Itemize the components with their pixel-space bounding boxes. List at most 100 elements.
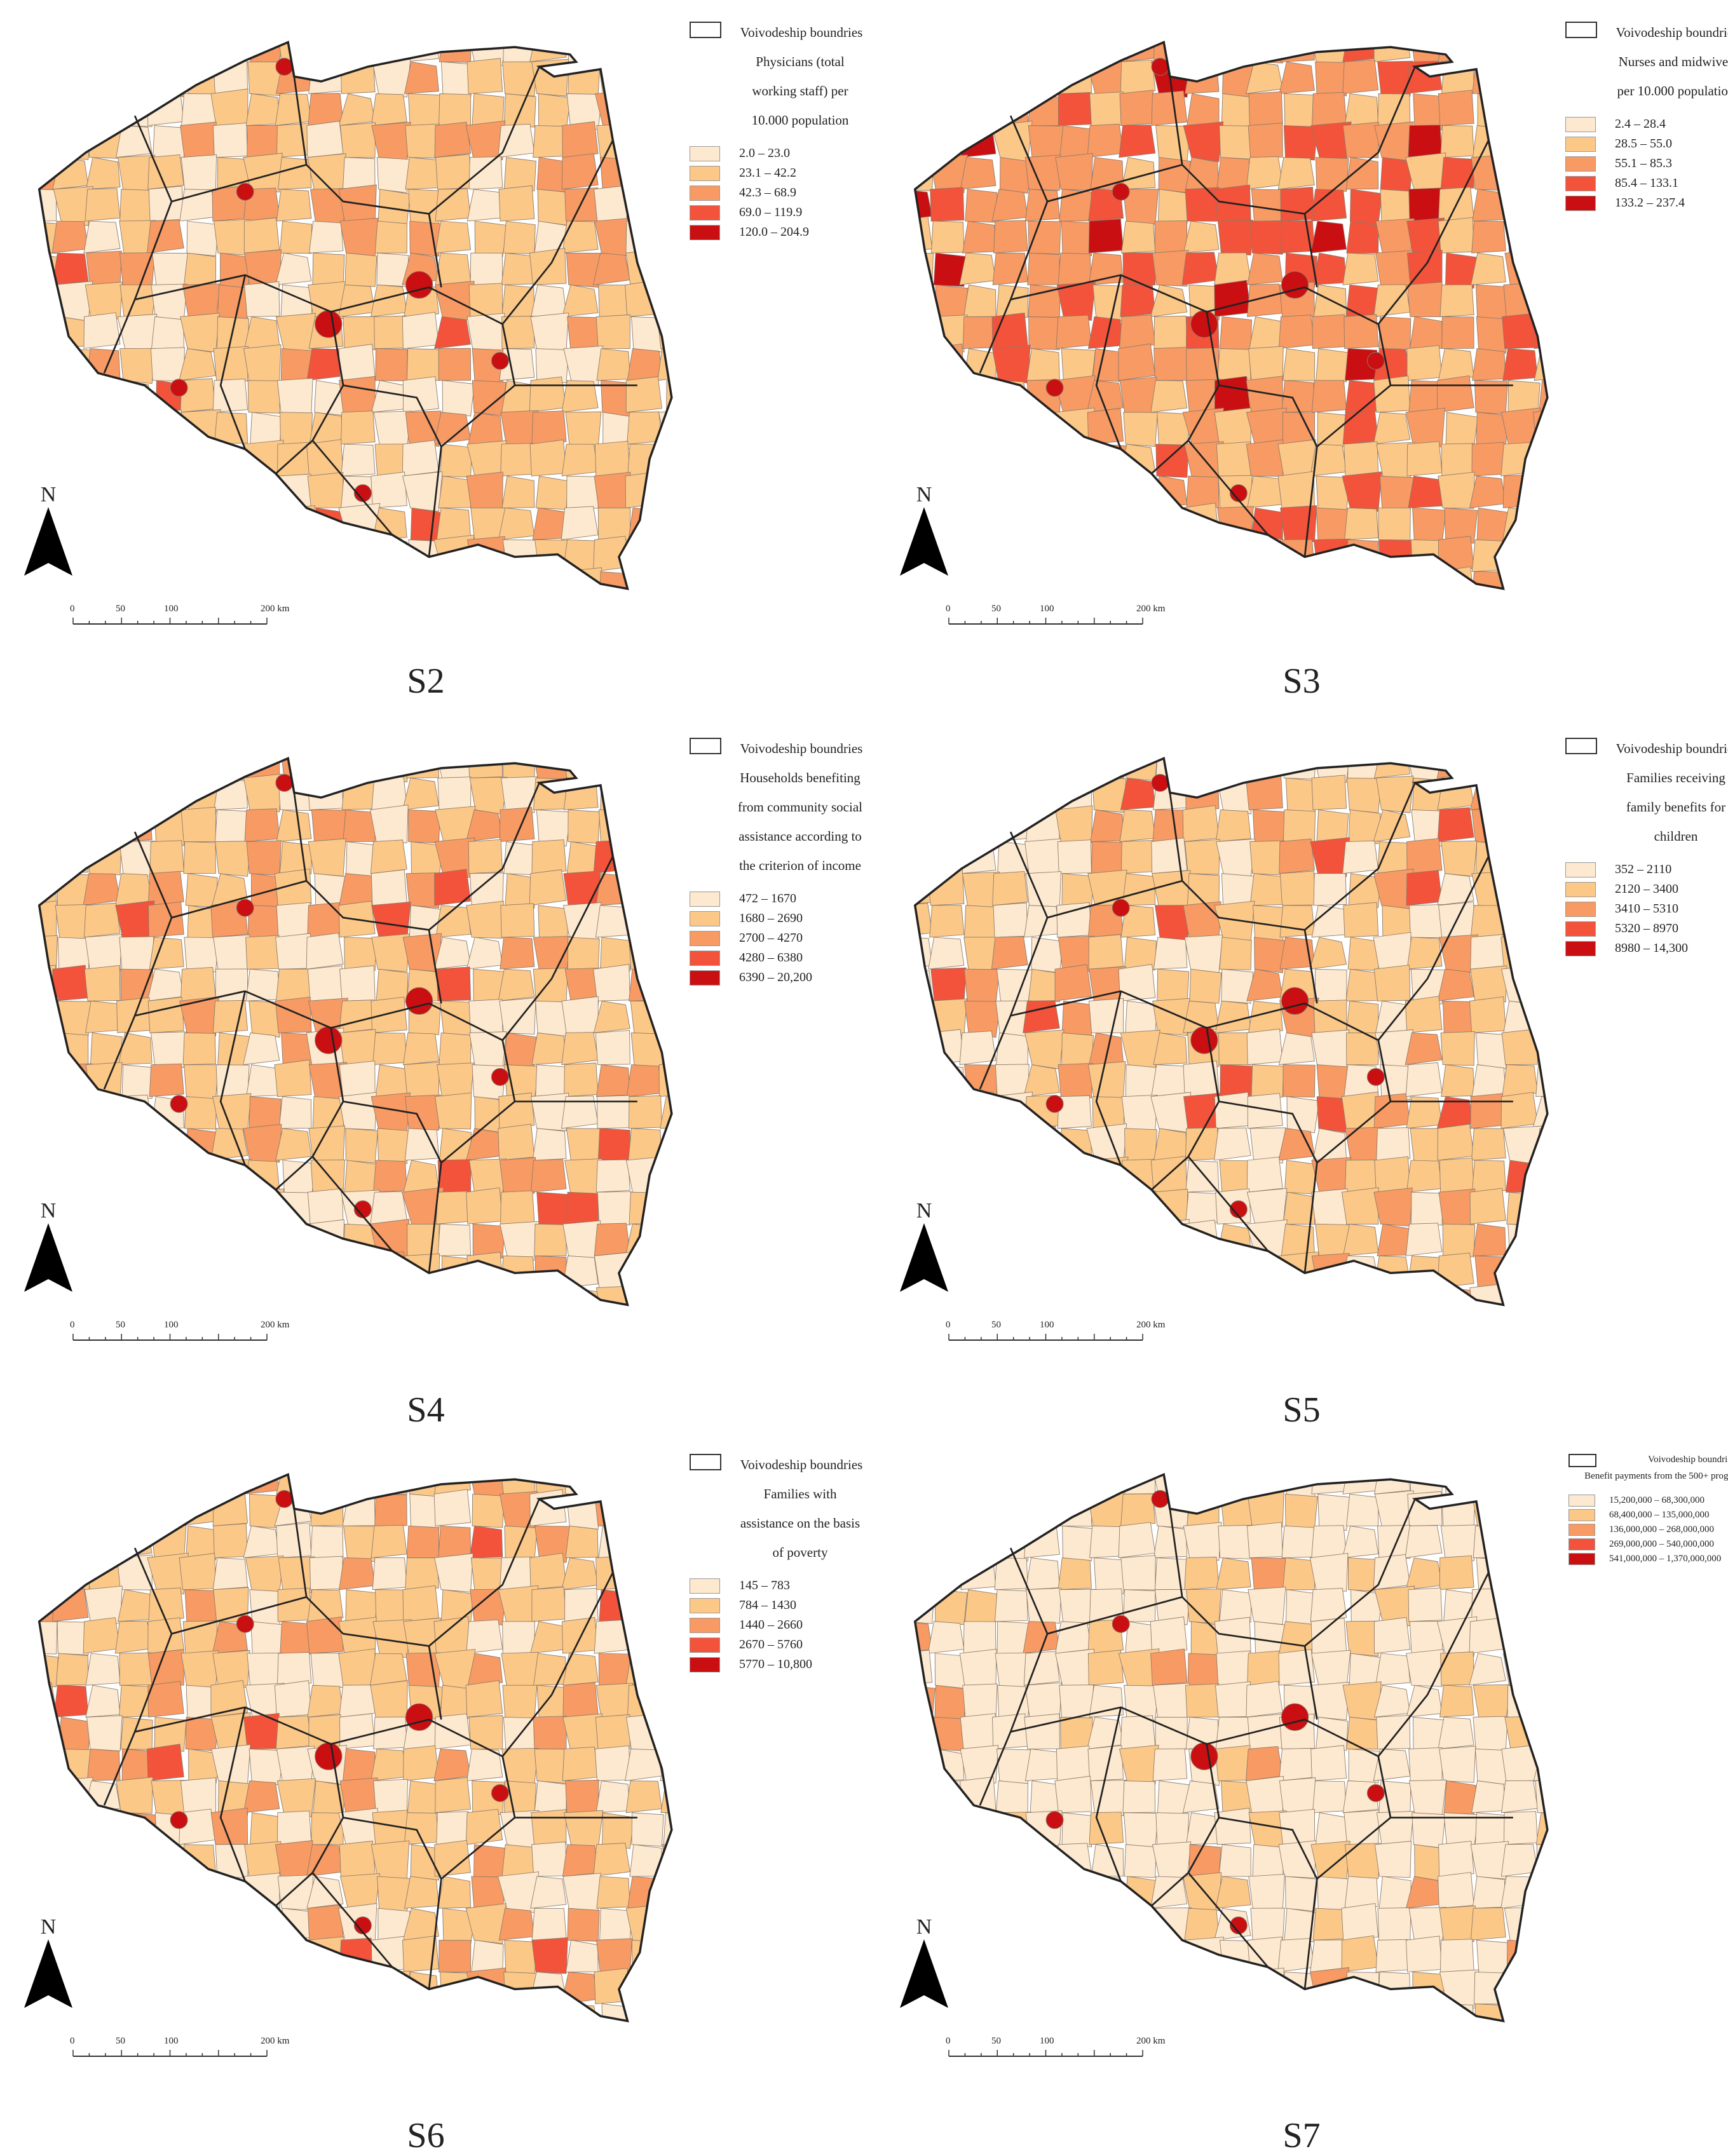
district-area: [1412, 507, 1446, 545]
district-area: [1152, 998, 1190, 1036]
district-area: [1376, 2036, 1410, 2068]
district-area: [1443, 1780, 1476, 1815]
district-area: [1444, 507, 1478, 544]
district-area: [307, 1188, 344, 1224]
panel-label: S2: [407, 661, 445, 701]
district-area: [343, 316, 377, 351]
legend-item: 69.0 – 119.9: [690, 203, 865, 222]
legend-item: 541,000,000 – 1,370,000,000: [1568, 1552, 1728, 1566]
district-area: [1309, 42, 1349, 64]
district-area: [1343, 902, 1379, 938]
district-area: [116, 1971, 153, 2005]
district-area: [339, 1685, 376, 1718]
district-area: [1406, 1649, 1444, 1687]
district-area: [1031, 475, 1064, 512]
district-area: [561, 506, 599, 540]
district-area: [337, 1971, 376, 2005]
district-area: [245, 93, 280, 126]
legend-class-label: 55.1 – 85.3: [1615, 156, 1672, 170]
district-area: [1506, 604, 1542, 640]
district-area: [561, 1032, 599, 1066]
district-area: [1059, 1287, 1092, 1305]
district-area: [341, 444, 376, 477]
district-area: [1086, 380, 1124, 413]
district-area: [1538, 284, 1548, 321]
boundary-swatch: [690, 738, 721, 754]
district-area: [116, 1223, 153, 1256]
district-area: [595, 1064, 630, 1097]
district-area: [53, 1094, 91, 1131]
district-area: [338, 1648, 376, 1686]
district-area: [915, 1844, 933, 1877]
boundary-label: Voivodeship boundries: [1616, 741, 1728, 756]
district-area: [627, 777, 662, 810]
voivodeship-boundary: [1169, 782, 1416, 931]
district-area: [307, 471, 344, 508]
district-area: [369, 804, 409, 843]
city-district: [1229, 1200, 1248, 1219]
district-area: [90, 1032, 123, 1068]
district-area: [1279, 838, 1315, 874]
voivodeship-boundary: [1377, 1756, 1392, 1818]
voivodeship-boundary: [1047, 1596, 1183, 1635]
district-area: [147, 871, 184, 906]
district-area: [116, 539, 153, 573]
district-area: [1537, 252, 1548, 286]
district-area: [181, 93, 216, 126]
district-area: [498, 566, 538, 589]
district-area: [1376, 775, 1414, 813]
district-area: [1309, 937, 1347, 970]
district-area: [1378, 316, 1412, 349]
district-area: [115, 571, 153, 589]
district-area: [915, 348, 934, 383]
district-area: [276, 539, 312, 573]
district-area: [307, 1685, 344, 1718]
district-area: [1312, 1908, 1347, 1941]
district-area: [659, 220, 672, 254]
district-area: [1471, 442, 1506, 477]
district-area: [373, 410, 412, 449]
district-area: [962, 475, 997, 508]
district-area: [500, 2001, 536, 2021]
district-area: [1150, 284, 1188, 317]
boundary-swatch: [690, 22, 721, 38]
district-area: [1342, 1525, 1379, 1559]
district-area: [1508, 220, 1542, 257]
district-area: [1214, 1092, 1251, 1129]
district-area: [629, 1524, 665, 1561]
country-outline: [37, 1472, 673, 2023]
district-area: [1028, 968, 1061, 1002]
district-area: [370, 1680, 408, 1718]
district-area: [1151, 90, 1188, 126]
district-area: [1342, 252, 1379, 285]
district-area: [120, 1716, 153, 1750]
district-area: [1507, 1557, 1541, 1592]
district-area: [530, 312, 569, 351]
district-area: [243, 1474, 280, 1495]
district-area: [26, 1320, 60, 1356]
legend-item: 352 – 2110: [1565, 860, 1728, 879]
district-area: [1060, 1908, 1094, 1942]
legend-boundary-entry: Voivodeship boundries: [690, 734, 865, 763]
district-area: [1061, 220, 1095, 257]
district-area: [114, 1620, 153, 1654]
voivodeship-boundary: [1169, 1498, 1416, 1647]
district-area: [1534, 1492, 1548, 1526]
scale-tick-label: 200 km: [261, 1320, 290, 1330]
district-area: [1026, 1159, 1060, 1193]
district-area: [1280, 220, 1315, 254]
district-area: [626, 2034, 662, 2067]
legend-swatch: [1565, 136, 1596, 152]
district-area: [1537, 1876, 1548, 1909]
legend-item: 269,000,000 – 540,000,000: [1568, 1537, 1728, 1552]
district-area: [1055, 1875, 1092, 1909]
district-area: [311, 1474, 346, 1496]
district-area: [1406, 345, 1443, 381]
district-area: [84, 902, 121, 938]
district-area: [373, 1779, 408, 1814]
district-area: [1279, 1315, 1314, 1351]
district-area: [211, 1903, 248, 1941]
district-area: [1344, 1843, 1381, 1879]
district-area: [58, 125, 91, 160]
district-area: [960, 805, 998, 844]
